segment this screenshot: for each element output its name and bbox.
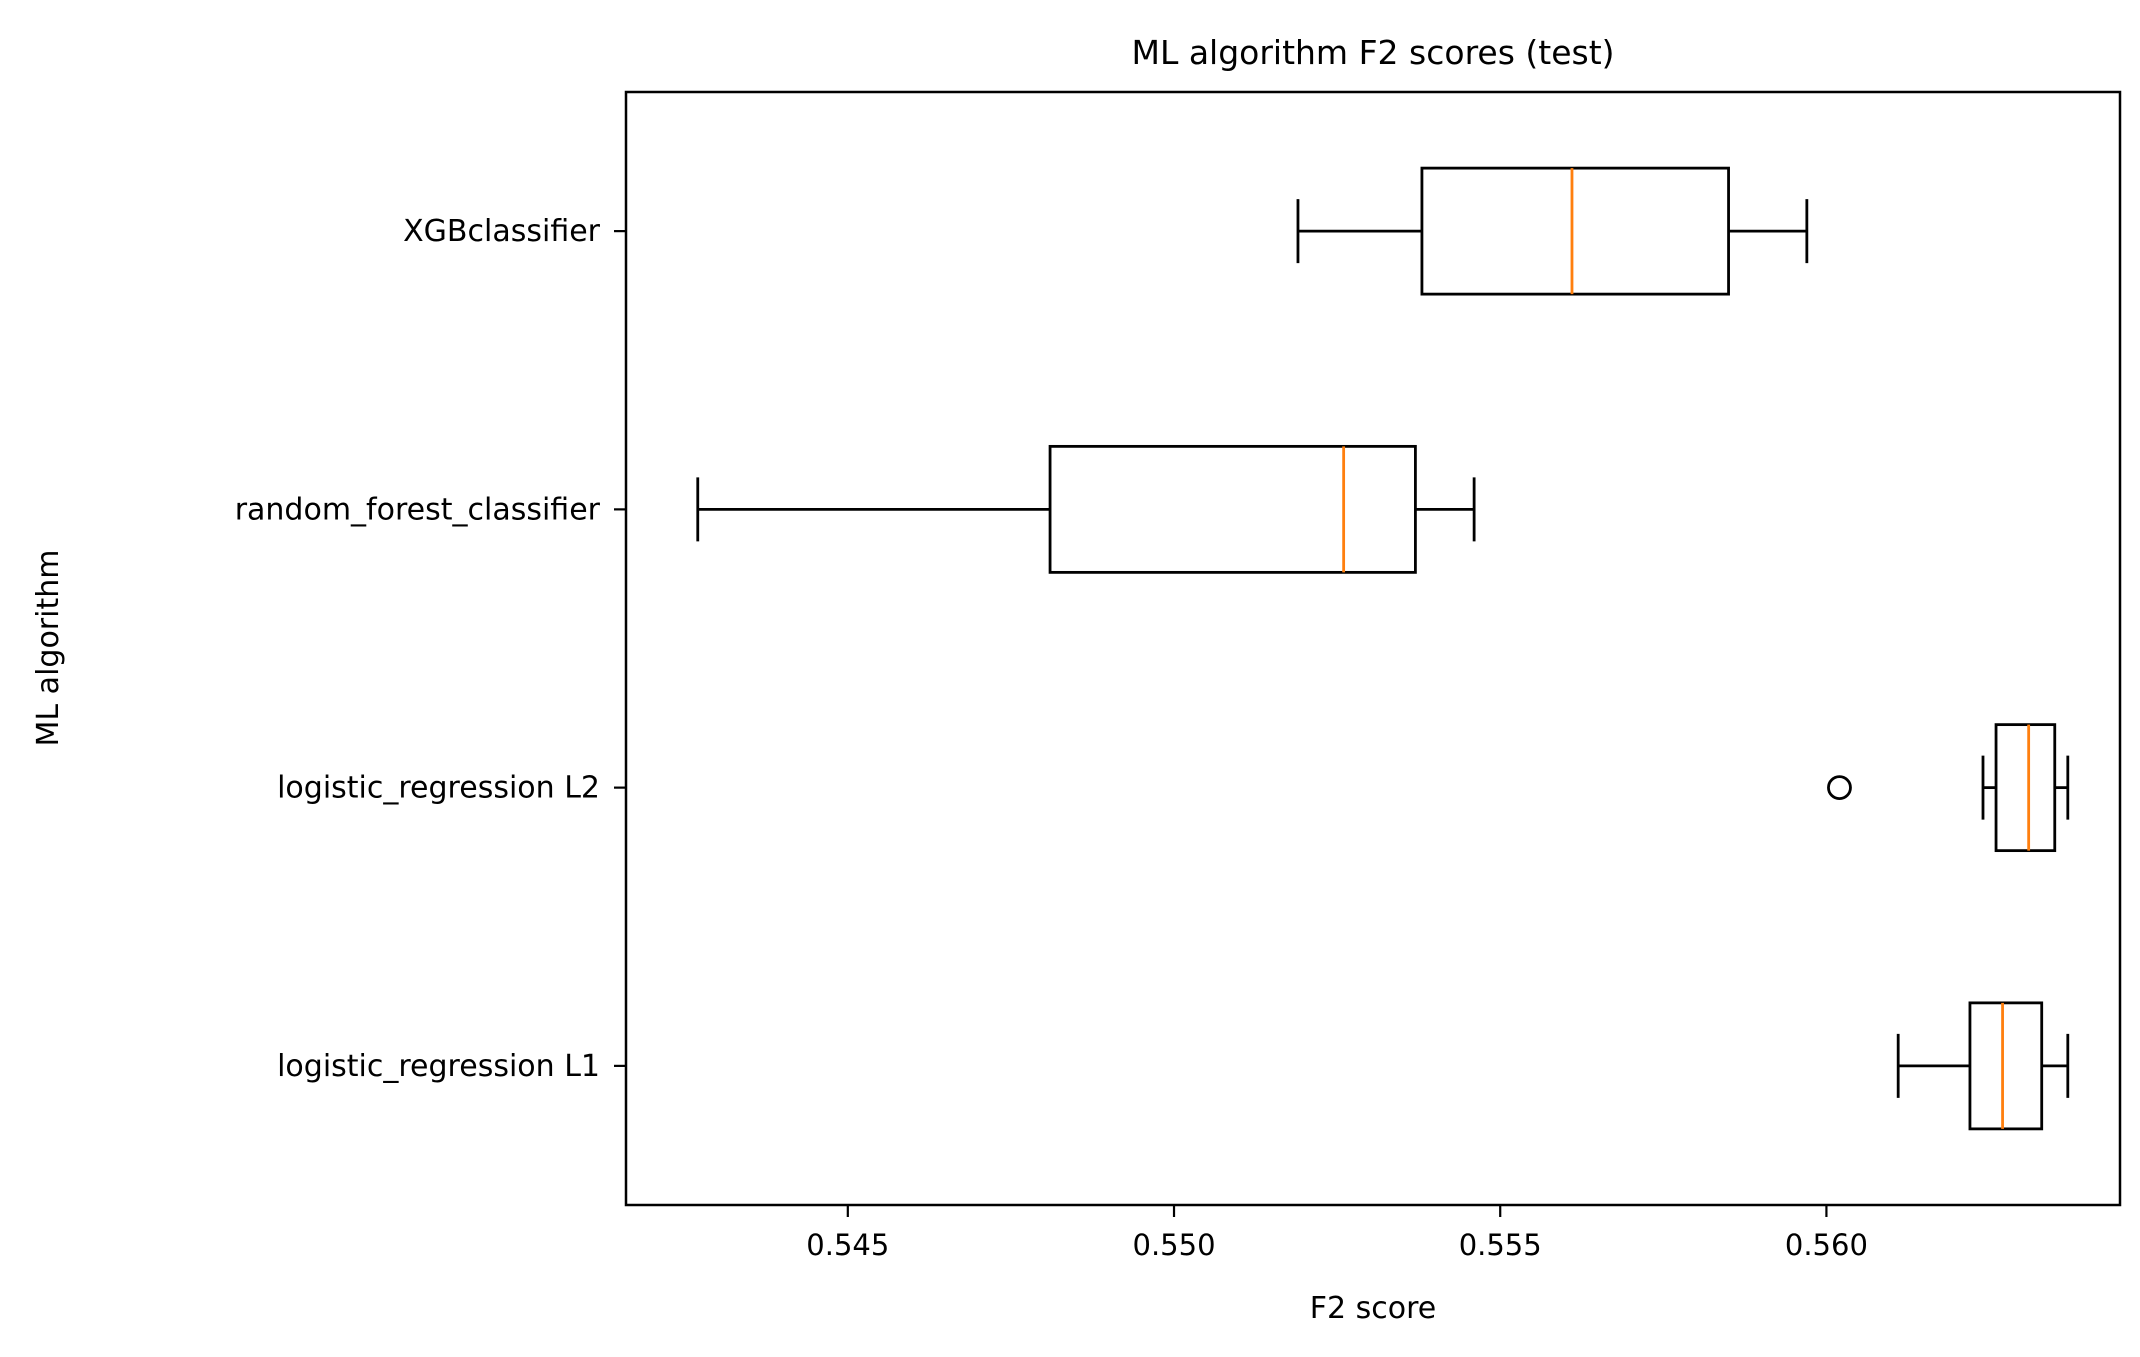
- box-iqr: [1968, 1001, 2044, 1131]
- x-tick-label: 0.550: [1133, 1228, 1216, 1262]
- x-axis-label: F2 score: [1310, 1291, 1437, 1326]
- plot-frame: [624, 90, 2122, 1207]
- y-tick-label: logistic_regression L1: [277, 1049, 600, 1084]
- box-iqr: [1420, 166, 1730, 296]
- y-tick-label: logistic_regression L2: [277, 771, 600, 806]
- chart-title: ML algorithm F2 scores (test): [1131, 33, 1614, 72]
- box-iqr: [1994, 723, 2057, 853]
- y-tick-label: random_forest_classifier: [235, 492, 601, 527]
- plot-area: 0.545 0.550 0.555 0.560 logistic_regression …: [235, 166, 2070, 1262]
- outlier-point: [1827, 775, 1852, 801]
- x-tick-label: 0.555: [1459, 1228, 1542, 1262]
- y-axis-label: ML algorithm: [31, 550, 66, 747]
- y-tick-label: XGBclassifier: [403, 214, 601, 249]
- x-tick-label: 0.560: [1785, 1228, 1868, 1262]
- x-tick-label: 0.545: [806, 1228, 889, 1262]
- box-iqr: [1048, 444, 1417, 574]
